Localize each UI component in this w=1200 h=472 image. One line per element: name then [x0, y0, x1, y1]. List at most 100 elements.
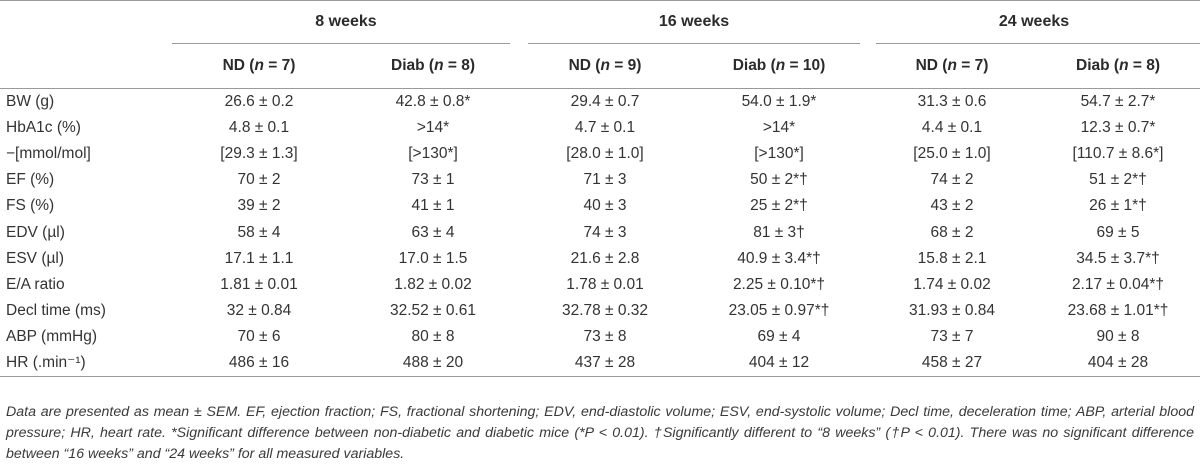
- table-cell: 73 ± 8: [583, 327, 627, 345]
- table-cell: 73 ± 7: [930, 327, 974, 345]
- table-cell: [>130*]: [754, 145, 804, 163]
- table-row: FS (%) 39 ± 2 41 ± 1 40 ± 3 25 ± 2*† 43 ± 2 26…: [0, 193, 1200, 219]
- table-cell: 41 ± 1: [411, 197, 455, 215]
- table-cell: 70 ± 6: [237, 327, 281, 345]
- table-cell: 68 ± 2: [930, 223, 974, 241]
- table-cell: 29.4 ± 0.7: [570, 93, 640, 111]
- table-cell: >14*: [416, 119, 450, 137]
- table-cell: 404 ± 12: [748, 353, 810, 371]
- header-rule: [0, 88, 1200, 89]
- table-cell: [28.0 ± 1.0]: [566, 145, 644, 163]
- table-cell: 32.78 ± 0.32: [561, 301, 649, 319]
- table-cell: 74 ± 3: [583, 223, 627, 241]
- table-cell: 50 ± 2*†: [750, 171, 808, 189]
- table-row: ESV (µl) 17.1 ± 1.1 17.0 ± 1.5 21.6 ± 2.8 40…: [0, 246, 1200, 272]
- table-body: BW (g) 26.6 ± 0.2 42.8 ± 0.8* 29.4 ± 0.7 54.…: [0, 89, 1200, 377]
- table-cell: 23.05 ± 0.97*†: [728, 301, 830, 319]
- subheader-row: ND (n = 7) Diab (n = 8) ND (n = 9) Diab …: [0, 44, 1200, 89]
- table-cell: 437 ± 28: [574, 353, 636, 371]
- table-cell: 39 ± 2: [237, 197, 281, 215]
- table-cell: 458 ± 27: [921, 353, 983, 371]
- table-row: ABP (mmHg) 70 ± 6 80 ± 8 73 ± 8 69 ± 4 73 ± 7…: [0, 324, 1200, 350]
- row-label: ESV (µl): [6, 249, 65, 267]
- row-label: EDV (µl): [6, 223, 65, 241]
- table-row: HbA1c (%) 4.8 ± 0.1 >14* 4.7 ± 0.1 >14* 4.4 ±…: [0, 115, 1200, 141]
- bottom-rule: [0, 376, 1200, 380]
- table-row: Decl time (ms) 32 ± 0.84 32.52 ± 0.61 32.78…: [0, 298, 1200, 324]
- table-cell: 69 ± 4: [757, 327, 801, 345]
- table-row: EDV (µl) 58 ± 4 63 ± 4 74 ± 3 81 ± 3† 68 ± 2 6…: [0, 219, 1200, 245]
- row-label: E/A ratio: [6, 275, 65, 293]
- table-cell: 42.8 ± 0.8*: [395, 93, 471, 111]
- row-label: EF (%): [6, 171, 55, 189]
- table-cell: 21.6 ± 2.8: [570, 249, 640, 267]
- table-cell: 26.6 ± 0.2: [224, 93, 294, 111]
- table-cell: 74 ± 2: [930, 171, 974, 189]
- table-row: −[mmol/mol] [29.3 ± 1.3] [>130*] [28.0 ± 1.…: [0, 141, 1200, 167]
- table-cell: 23.68 ± 1.01*†: [1067, 301, 1169, 319]
- table-cell: 80 ± 8: [411, 327, 455, 345]
- table-cell: 58 ± 4: [237, 223, 281, 241]
- table-cell: [110.7 ± 8.6*]: [1072, 145, 1164, 163]
- table-row: E/A ratio 1.81 ± 0.01 1.82 ± 0.02 1.78 ± 0.…: [0, 272, 1200, 298]
- group-underline-16-weeks: [528, 43, 860, 44]
- table-cell: [>130*]: [408, 145, 458, 163]
- table-cell: 69 ± 5: [1096, 223, 1140, 241]
- row-label: HbA1c (%): [6, 119, 81, 137]
- table-cell: 17.1 ± 1.1: [224, 249, 294, 267]
- row-label: −[mmol/mol]: [6, 145, 91, 163]
- subheader-diab-16: Diab (n = 10): [732, 57, 826, 74]
- row-label: Decl time (ms): [6, 301, 106, 319]
- group-underline-8-weeks: [172, 43, 510, 44]
- table-cell: 40.9 ± 3.4*†: [737, 249, 821, 267]
- table-row: EF (%) 70 ± 2 73 ± 1 71 ± 3 50 ± 2*† 74 ± 2 51…: [0, 167, 1200, 193]
- results-table: 8 weeks 16 weeks 24 weeks ND (n = 7) Dia…: [0, 0, 1200, 380]
- table-cell: 26 ± 1*†: [1089, 197, 1147, 215]
- table-cell: 73 ± 1: [411, 171, 455, 189]
- table-cell: 404 ± 28: [1087, 353, 1149, 371]
- group-header-24-weeks: 24 weeks: [998, 13, 1070, 30]
- table-cell: 17.0 ± 1.5: [398, 249, 468, 267]
- row-label: ABP (mmHg): [6, 327, 98, 345]
- table-cell: 63 ± 4: [411, 223, 455, 241]
- row-label: HR (.min⁻¹): [6, 354, 86, 372]
- table-cell: 2.17 ± 0.04*†: [1071, 275, 1165, 293]
- table-cell: 12.3 ± 0.7*: [1080, 119, 1156, 137]
- row-label: BW (g): [6, 93, 55, 111]
- table-cell: 31.93 ± 0.84: [908, 301, 996, 319]
- table-cell: 1.82 ± 0.02: [394, 275, 472, 293]
- table-row: BW (g) 26.6 ± 0.2 42.8 ± 0.8* 29.4 ± 0.7 54.…: [0, 89, 1200, 115]
- table-cell: 15.8 ± 2.1: [917, 249, 987, 267]
- table-cell: 34.5 ± 3.7*†: [1076, 249, 1160, 267]
- table-cell: 4.4 ± 0.1: [921, 119, 983, 137]
- table-cell: 51 ± 2*†: [1089, 171, 1147, 189]
- table-cell: 488 ± 20: [402, 353, 464, 371]
- table-cell: 31.3 ± 0.6: [917, 93, 987, 111]
- group-header-row: 8 weeks 16 weeks 24 weeks: [0, 1, 1200, 43]
- table-cell: [29.3 ± 1.3]: [220, 145, 298, 163]
- table-cell: 54.0 ± 1.9*: [741, 93, 817, 111]
- table-cell: 54.7 ± 2.7*: [1080, 93, 1156, 111]
- table-cell: 2.25 ± 0.10*†: [732, 275, 826, 293]
- table-cell: 486 ± 16: [228, 353, 290, 371]
- table-cell: [25.0 ± 1.0]: [913, 145, 991, 163]
- subheader-diab-8: Diab (n = 8): [391, 57, 475, 74]
- table-cell: 71 ± 3: [583, 171, 627, 189]
- table-row: HR (.min⁻¹) 486 ± 16 488 ± 20 437 ± 28 404 ±…: [0, 350, 1200, 377]
- table-cell: 40 ± 3: [583, 197, 627, 215]
- subheader-nd-16: ND (n = 9): [568, 57, 642, 74]
- table-cell: 32.52 ± 0.61: [389, 301, 477, 319]
- table-cell: 1.78 ± 0.01: [566, 275, 644, 293]
- table-cell: 90 ± 8: [1096, 327, 1140, 345]
- subheader-diab-24: Diab (n = 8): [1076, 57, 1160, 74]
- table-cell: 1.81 ± 0.01: [220, 275, 298, 293]
- group-header-8-weeks: 8 weeks: [315, 13, 377, 30]
- table-cell: 81 ± 3†: [753, 223, 805, 241]
- table-cell: 1.74 ± 0.02: [913, 275, 991, 293]
- table-cell: 25 ± 2*†: [750, 197, 808, 215]
- table-footnote: Data are presented as mean ± SEM. EF, ej…: [6, 404, 1194, 462]
- row-label: FS (%): [6, 197, 55, 215]
- group-underline-24-weeks: [876, 43, 1200, 44]
- subheader-nd-24: ND (n = 7): [915, 57, 989, 74]
